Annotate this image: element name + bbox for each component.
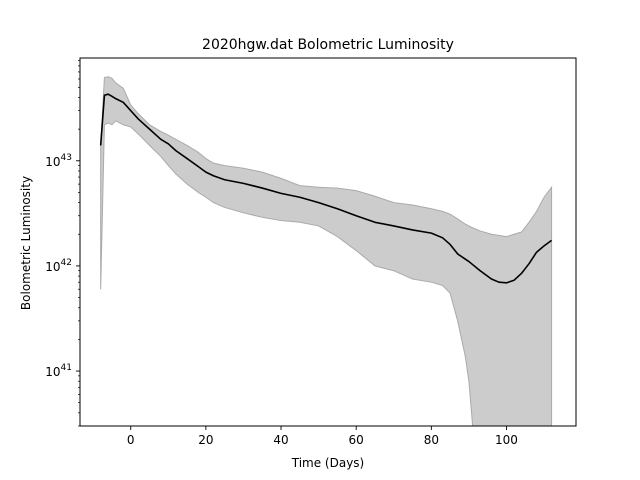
x-tick-label: 20 [198, 433, 213, 447]
axes-frame [79, 57, 577, 427]
y-axis-ticks: 1041 1042 1043 [45, 60, 80, 427]
x-axis-ticks: 0 20 40 60 80 100 [127, 426, 518, 447]
x-tick-label: 100 [495, 433, 518, 447]
x-tick-label: 40 [273, 433, 288, 447]
chart-title: 2020hgw.dat Bolometric Luminosity [202, 37, 454, 53]
luminosity-line [99, 93, 553, 284]
y-tick-label: 1043 [45, 153, 72, 169]
y-tick-label: 1042 [45, 258, 72, 274]
plot-area [80, 58, 576, 427]
x-tick-label: 0 [127, 433, 135, 447]
y-tick-label: 1041 [45, 363, 72, 379]
y-axis-label: Bolometric Luminosity [19, 176, 33, 310]
x-tick-label: 80 [424, 433, 439, 447]
x-axis-label: Time (Days) [291, 456, 365, 470]
uncertainty-band [100, 76, 552, 426]
x-tick-label: 60 [349, 433, 364, 447]
